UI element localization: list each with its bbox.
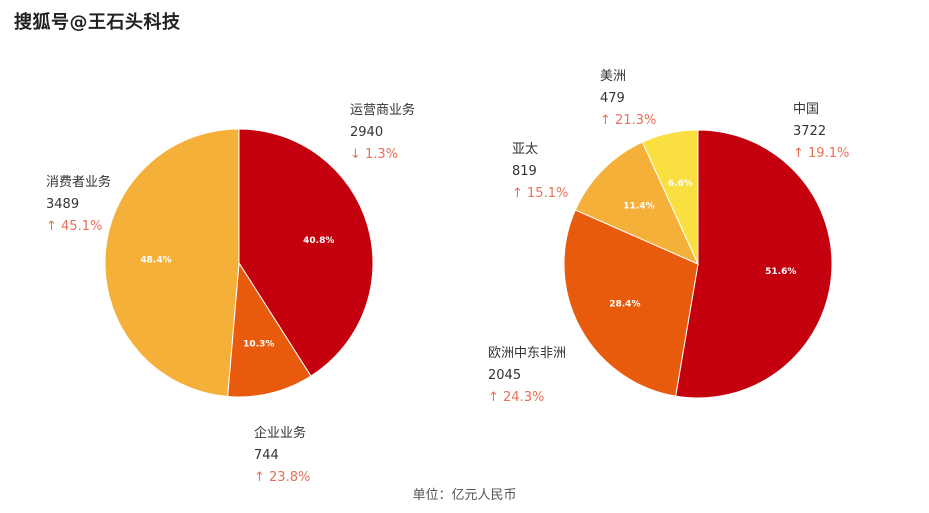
unit-note: 单位：亿元人民币: [412, 488, 517, 503]
pie-slice-1: [227, 261, 312, 398]
slice-percent-label: 6.6%: [668, 179, 693, 189]
pie-chart-region: 51.6% 28.4% 11.4% 6.6%: [563, 129, 833, 399]
pie-slice-0: [675, 129, 833, 399]
pie-slice-1: [563, 209, 699, 397]
pie-slice-2: [104, 128, 240, 398]
labels-region: 中国 3722 ↑ 19.1% 欧洲中东非洲 2045 ↑ 24.3% 亚太 819 ↑ 15.…: [488, 69, 849, 405]
slice-name-label: 欧洲中东非洲: [488, 346, 566, 361]
slice-percent-label: 10.3%: [243, 340, 274, 350]
slice-value-label: 819: [512, 164, 537, 179]
slice-change-label: ↑ 23.8%: [254, 470, 310, 485]
slice-change-label: ↑ 21.3%: [600, 113, 656, 128]
watermark: 搜狐号@王石头科技: [14, 12, 181, 33]
slice-change-label: ↑ 24.3%: [488, 390, 544, 405]
pie-slice-0: [238, 128, 374, 377]
labels-business: 运营商业务 2940 ↓ 1.3% 企业业务 744 ↑ 23.8% 消费者业务 3489 ↑ …: [46, 102, 415, 485]
slice-value-label: 479: [600, 91, 625, 106]
slice-name-label: 运营商业务: [350, 102, 415, 118]
slice-value-label: 2045: [488, 368, 521, 383]
slice-percent-label: 11.4%: [623, 202, 654, 212]
pie-chart-business: 40.8% 10.3% 48.4%: [104, 128, 374, 398]
slice-name-label: 美洲: [600, 69, 626, 84]
slice-name-label: 消费者业务: [46, 174, 111, 190]
slice-change-label: ↓ 1.3%: [350, 147, 398, 162]
slice-change-label: ↑ 45.1%: [46, 219, 102, 234]
slice-change-label: ↑ 19.1%: [793, 146, 849, 161]
slice-percent-label: 51.6%: [765, 267, 796, 277]
slice-percent-label: 28.4%: [609, 299, 640, 309]
slice-name-label: 中国: [793, 102, 819, 117]
slice-value-label: 3489: [46, 197, 79, 212]
slice-percent-label: 40.8%: [303, 236, 334, 246]
slice-value-label: 3722: [793, 124, 826, 139]
pie-slice-2: [574, 141, 699, 265]
slice-name-label: 企业业务: [254, 425, 306, 441]
slice-change-label: ↑ 15.1%: [512, 186, 568, 201]
slice-name-label: 亚太: [512, 142, 538, 157]
slice-value-label: 744: [254, 448, 279, 463]
slice-percent-label: 48.4%: [140, 255, 171, 265]
slice-value-label: 2940: [350, 125, 383, 140]
